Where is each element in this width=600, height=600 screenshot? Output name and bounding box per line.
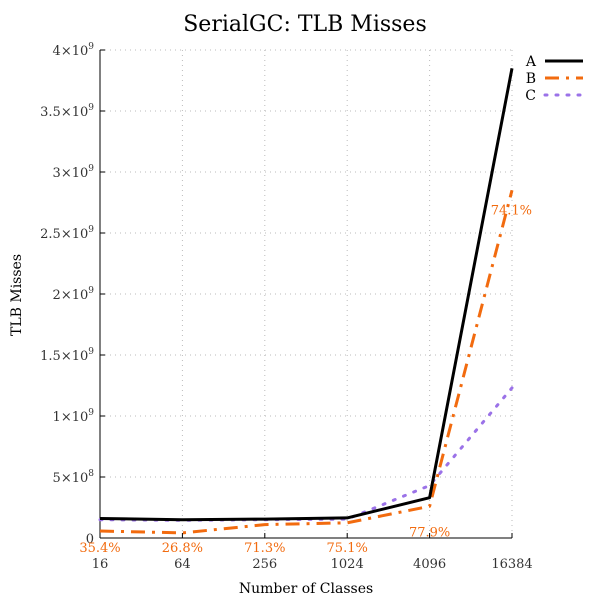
y-tick-label-5: 2.5×109 — [40, 225, 94, 242]
x-tick-label-5: 16384 — [491, 557, 532, 572]
x-axis-ticks: 16 64 256 1024 4096 16384 — [92, 533, 533, 572]
annotation-0: 35.4% — [79, 541, 120, 556]
annotation-5: 74.1% — [491, 203, 532, 218]
y-tick-label-1: 5×108 — [53, 469, 95, 486]
annotation-3: 75.1% — [327, 541, 368, 556]
y-tick-label-8: 4×109 — [53, 42, 95, 59]
grid — [99, 49, 513, 538]
x-tick-label-3: 1024 — [331, 557, 364, 572]
x-tick-label-0: 16 — [92, 557, 109, 572]
series-line-a — [99, 68, 514, 522]
y-tick-label-4: 2×109 — [53, 286, 95, 303]
annotations: 35.4% 26.8% 71.3% 75.1% 77.9% 74.1% — [79, 203, 532, 556]
chart-title: SerialGC: TLB Misses — [183, 12, 427, 37]
y-tick-label-6: 3×109 — [53, 164, 95, 181]
annotation-1: 26.8% — [162, 541, 203, 556]
series-line-c — [98, 386, 514, 522]
legend-label-c: C — [525, 88, 536, 104]
y-tick-label-2: 1×109 — [53, 408, 95, 425]
y-tick-label-3: 1.5×109 — [40, 347, 94, 364]
series-line-b — [99, 189, 514, 535]
annotation-4: 77.9% — [409, 525, 450, 540]
series-lines — [98, 68, 514, 535]
x-axis-label: Number of Classes — [239, 581, 373, 597]
x-tick-label-1: 64 — [174, 557, 191, 572]
annotation-2: 71.3% — [244, 541, 285, 556]
x-tick-label-2: 256 — [252, 557, 277, 572]
y-tick-label-0: 0 — [86, 532, 94, 547]
legend-label-b: B — [526, 71, 536, 87]
x-tick-label-4: 4096 — [413, 557, 446, 572]
legend-label-a: A — [525, 54, 537, 70]
y-axis-ticks: 0 5×108 1×109 1.5×109 2×109 2.5×109 3×109 3.5×1… — [40, 42, 105, 547]
legend: ABC — [525, 54, 585, 104]
y-tick-label-7: 3.5×109 — [40, 103, 94, 120]
y-axis-label: TLB Misses — [9, 254, 25, 336]
